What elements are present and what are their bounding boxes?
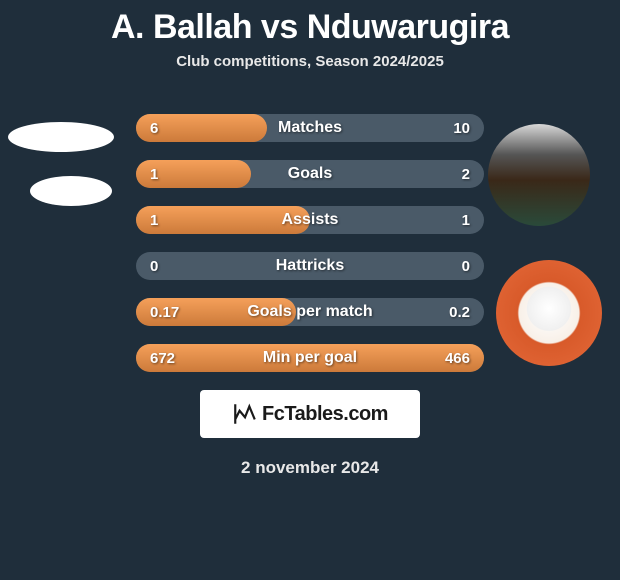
stat-value-right: 0.2 [449, 304, 470, 321]
stat-value-right: 0 [462, 258, 470, 275]
stat-value-right: 2 [462, 166, 470, 183]
stat-value-right: 10 [453, 120, 470, 137]
stat-label: Min per goal [263, 349, 357, 367]
stat-label: Assists [282, 211, 339, 229]
stat-label: Goals per match [247, 303, 372, 321]
stat-value-right: 466 [445, 350, 470, 367]
subtitle: Club competitions, Season 2024/2025 [0, 53, 620, 70]
date-text: 2 november 2024 [0, 458, 620, 478]
fctables-label: FcTables.com [262, 403, 388, 426]
stat-value-left: 0.17 [150, 304, 179, 321]
stat-row-hattricks: 0 Hattricks 0 [136, 252, 484, 280]
stat-value-left: 1 [150, 212, 158, 229]
stat-row-assists: 1 Assists 1 [136, 206, 484, 234]
stat-value-right: 1 [462, 212, 470, 229]
stat-row-matches: 6 Matches 10 [136, 114, 484, 142]
stat-value-left: 6 [150, 120, 158, 137]
stat-row-goals: 1 Goals 2 [136, 160, 484, 188]
stat-value-left: 0 [150, 258, 158, 275]
stat-row-min-per-goal: 672 Min per goal 466 [136, 344, 484, 372]
stat-value-left: 1 [150, 166, 158, 183]
stats-container: 6 Matches 10 1 Goals 2 1 Assists 1 0 Hat… [0, 114, 620, 372]
stat-label: Matches [278, 119, 342, 137]
fctables-badge[interactable]: FcTables.com [200, 390, 420, 438]
stat-row-goals-per-match: 0.17 Goals per match 0.2 [136, 298, 484, 326]
stat-value-left: 672 [150, 350, 175, 367]
stat-label: Hattricks [276, 257, 344, 275]
page-title: A. Ballah vs Nduwarugira [0, 0, 620, 47]
stat-label: Goals [288, 165, 332, 183]
fctables-icon [232, 401, 258, 427]
